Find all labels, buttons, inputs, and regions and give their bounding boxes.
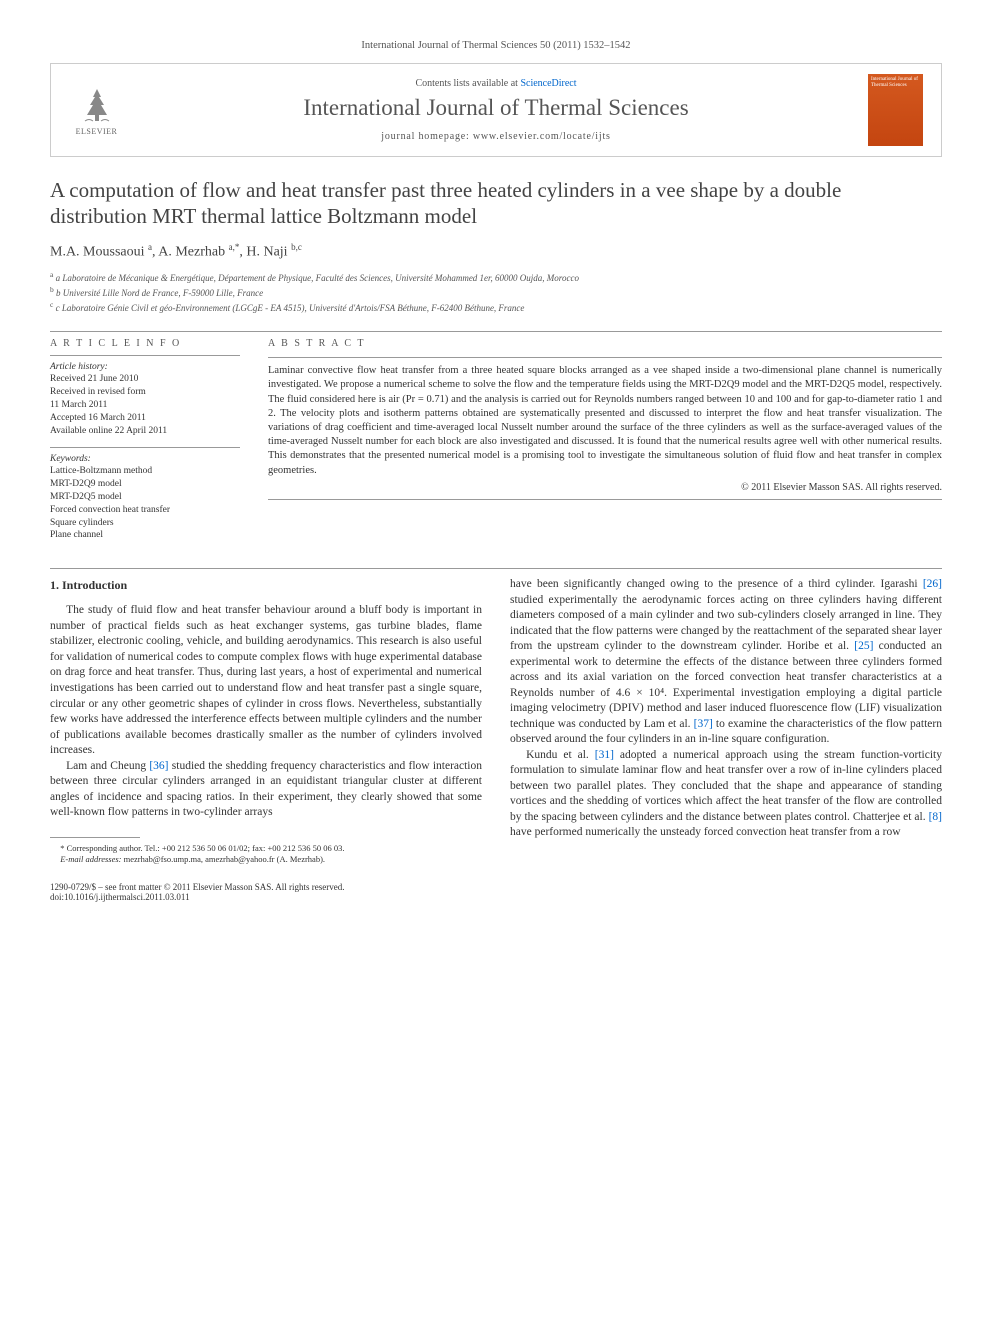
- affiliation-c: c c Laboratoire Génie Civil et géo-Envir…: [50, 300, 942, 315]
- journal-homepage: journal homepage: www.elsevier.com/locat…: [142, 131, 850, 142]
- paragraph: have been significantly changed owing to…: [510, 577, 942, 748]
- author-list: M.A. Moussaoui a, A. Mezrhab a,*, H. Naj…: [50, 242, 942, 261]
- column-right: have been significantly changed owing to…: [510, 577, 942, 865]
- ref-link-26[interactable]: [26]: [923, 578, 942, 590]
- article-info-block: A R T I C L E I N F O Article history: R…: [50, 338, 240, 542]
- abstract-copyright: © 2011 Elsevier Masson SAS. All rights r…: [268, 482, 942, 493]
- contents-available-line: Contents lists available at ScienceDirec…: [142, 78, 850, 89]
- ref-link-36[interactable]: [36]: [149, 760, 168, 772]
- affiliations: a a Laboratoire de Mécanique & Energétiq…: [50, 270, 942, 315]
- keywords-label: Keywords:: [50, 454, 240, 464]
- divider: [268, 499, 942, 500]
- divider: [50, 568, 942, 569]
- tree-icon: [77, 85, 117, 125]
- article-title: A computation of flow and heat transfer …: [50, 177, 942, 230]
- sciencedirect-link[interactable]: ScienceDirect: [520, 78, 576, 89]
- elsevier-logo: ELSEVIER: [69, 80, 124, 140]
- ref-link-37[interactable]: [37]: [694, 718, 713, 730]
- text-run: conducted an experimental work to determ…: [510, 640, 942, 730]
- ref-link-31[interactable]: [31]: [595, 749, 614, 761]
- paragraph: The study of fluid flow and heat transfe…: [50, 603, 482, 758]
- email-label: E-mail addresses:: [60, 854, 121, 864]
- abstract-text: Laminar convective flow heat transfer fr…: [268, 364, 942, 477]
- divider: [50, 331, 942, 332]
- history-text: Received 21 June 2010 Received in revise…: [50, 373, 240, 437]
- front-matter-line: 1290-0729/$ – see front matter © 2011 El…: [50, 882, 344, 892]
- page-footer: 1290-0729/$ – see front matter © 2011 El…: [50, 882, 942, 902]
- history-label: Article history:: [50, 362, 240, 372]
- affiliation-b: b b Université Lille Nord de France, F-5…: [50, 285, 942, 300]
- abstract-block: A B S T R A C T Laminar convective flow …: [268, 338, 942, 542]
- journal-title: International Journal of Thermal Science…: [142, 95, 850, 121]
- keywords-text: Lattice-Boltzmann method MRT-D2Q9 model …: [50, 465, 240, 542]
- paragraph: Lam and Cheung [36] studied the shedding…: [50, 759, 482, 821]
- divider: [50, 447, 240, 448]
- affiliation-a: a a Laboratoire de Mécanique & Energétiq…: [50, 270, 942, 285]
- footnote-rule: [50, 837, 140, 838]
- section-1-heading: 1. Introduction: [50, 577, 482, 593]
- doi-line: doi:10.1016/j.ijthermalsci.2011.03.011: [50, 892, 344, 902]
- text-run: have performed numerically the unsteady …: [510, 826, 901, 838]
- text-run: have been significantly changed owing to…: [510, 578, 923, 590]
- contents-text: Contents lists available at: [415, 78, 517, 89]
- divider: [268, 357, 942, 358]
- ref-link-25[interactable]: [25]: [854, 640, 873, 652]
- body-columns: 1. Introduction The study of fluid flow …: [50, 577, 942, 865]
- divider: [50, 355, 240, 356]
- abstract-heading: A B S T R A C T: [268, 338, 942, 349]
- publisher-name: ELSEVIER: [76, 127, 118, 136]
- article-info-heading: A R T I C L E I N F O: [50, 338, 240, 349]
- email-footnote: E-mail addresses: mezrhab@fso.ump.ma, am…: [50, 854, 482, 865]
- paragraph: Kundu et al. [31] adopted a numerical ap…: [510, 748, 942, 841]
- email-addresses: mezrhab@fso.ump.ma, amezrhab@yahoo.fr (A…: [122, 854, 326, 864]
- journal-masthead: ELSEVIER Contents lists available at Sci…: [50, 63, 942, 157]
- journal-cover-thumbnail: International Journal of Thermal Science…: [868, 74, 923, 146]
- ref-link-8[interactable]: [8]: [929, 811, 942, 823]
- text-run: Kundu et al.: [526, 749, 595, 761]
- column-left: 1. Introduction The study of fluid flow …: [50, 577, 482, 865]
- corresponding-author-footnote: * Corresponding author. Tel.: +00 212 53…: [50, 843, 482, 854]
- cover-text: International Journal of Thermal Science…: [868, 74, 923, 92]
- text-run: Lam and Cheung: [66, 760, 149, 772]
- journal-citation: International Journal of Thermal Science…: [50, 40, 942, 51]
